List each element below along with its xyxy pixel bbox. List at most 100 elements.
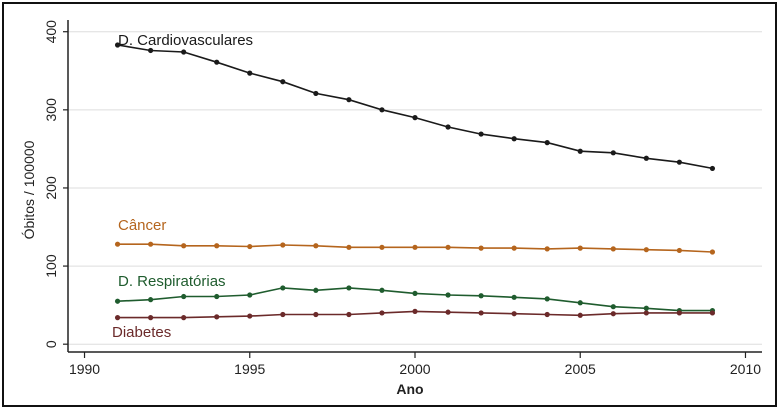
data-point [709,310,716,316]
series-3 [114,308,716,321]
x-ticks: 1990 1995 2000 2005 2010 [69,352,761,377]
x-tick-label: 2005 [565,361,596,377]
data-point [379,287,385,293]
data-point [148,241,154,247]
x-tick-label: 2000 [399,361,430,377]
data-point [577,245,583,251]
series-labels: D. Cardiovasculares Câncer D. Respiratória… [112,32,253,341]
data-point [709,165,716,172]
y-tick-label: 0 [43,340,59,348]
data-point [280,311,286,318]
data-point [577,312,583,318]
series-label: Diabetes [112,324,171,341]
data-point [445,124,451,130]
data-point [181,293,187,300]
data-point [214,243,220,249]
data-point [114,241,121,247]
data-point [643,305,649,311]
data-point [511,136,517,142]
data-point [676,310,682,316]
data-point [181,49,187,55]
y-tick-label: 100 [43,254,59,278]
data-point [346,285,352,291]
data-point [643,247,649,253]
data-point [214,314,220,320]
data-point [412,308,418,314]
data-point [280,285,286,291]
data-point [346,311,352,318]
data-point [379,310,385,316]
data-point [313,243,319,249]
data-point [610,304,616,310]
data-point [214,59,220,65]
x-tick-label: 1995 [234,361,265,377]
data-point [511,245,517,251]
data-point [643,155,649,161]
data-point [676,159,682,165]
data-point [478,293,484,299]
data-point [148,315,154,321]
y-tick-label: 300 [43,98,59,122]
series-line [117,44,713,170]
data-point [577,148,583,154]
data-point [247,313,253,319]
chart-frame [2,2,777,407]
data-point [478,245,484,251]
series-label: D. Respiratórias [118,273,226,290]
x-tick-label: 2010 [730,361,761,377]
data-point [412,290,418,297]
data-point [114,298,121,304]
grid [68,31,762,345]
data-point [379,244,385,250]
data-point [313,311,319,318]
data-point [610,311,616,317]
axes [67,20,762,353]
data-point [511,294,517,300]
data-point [148,297,154,303]
data-point [114,315,121,321]
data-point [445,244,451,250]
data-point [148,47,154,54]
data-point [247,70,253,76]
series [114,42,716,321]
data-point [610,246,616,252]
data-point [610,150,616,156]
data-point [709,249,716,255]
data-point [544,296,550,302]
y-tick-label: 400 [43,20,59,44]
data-point [214,293,220,300]
data-point [676,247,682,254]
data-point [544,140,550,146]
data-point [511,311,517,317]
data-point [280,242,286,248]
data-point [181,315,187,321]
data-point [313,90,319,97]
data-point [445,292,451,298]
x-axis-title: Ano [396,381,423,397]
data-point [346,244,352,250]
data-point [114,42,121,48]
series-label: D. Cardiovasculares [118,32,253,49]
data-point [445,309,451,315]
series-1 [114,241,716,255]
data-point [412,244,418,250]
series-label: Câncer [118,217,166,234]
data-point [544,246,550,252]
data-point [181,243,187,249]
data-point [346,97,352,103]
y-tick-label: 200 [43,176,59,200]
data-point [313,287,319,293]
data-point [643,310,649,316]
data-point [247,243,253,250]
data-point [544,311,550,318]
y-ticks: 0 100 200 300 400 [43,20,68,348]
data-point [478,131,484,137]
data-point [379,107,385,113]
data-point [280,79,286,85]
data-point [247,292,253,298]
data-point [412,115,418,121]
series-0 [114,42,716,172]
y-axis-title: Óbitos / 100000 [21,140,37,239]
x-tick-label: 1990 [69,361,100,377]
